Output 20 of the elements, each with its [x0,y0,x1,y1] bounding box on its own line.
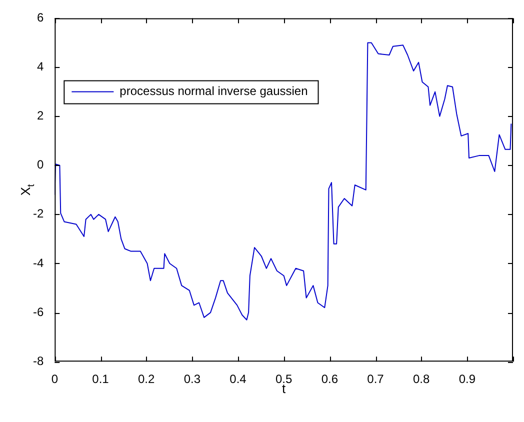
x-tick-label: 0.9 [458,372,476,386]
y-tick-label: 2 [36,108,44,123]
x-tick-label: 0.7 [367,372,384,386]
y-tick-label: -2 [33,206,44,221]
x-tick-label: 0 [51,372,58,386]
y-tick-label: -4 [33,256,44,270]
x-tick-label: 0.2 [138,372,155,386]
x-tick-label: 0.4 [230,372,247,386]
legend-label: processus normal inverse gaussien [120,84,308,98]
x-tick-label: 0.8 [412,372,430,386]
y-axis-title: Xt [18,184,37,196]
x-tick-label: 0.1 [92,372,110,386]
y-tick-label: -8 [33,354,44,368]
y-tick-label: -6 [33,304,44,319]
y-tick-label: 6 [36,10,44,25]
x-tick-label: 0.3 [184,372,201,386]
y-tick-label: 4 [36,60,44,74]
x-axis-title: t [282,381,286,396]
y-tick-label: 0 [36,158,44,172]
x-tick-label: 0.6 [321,372,338,386]
